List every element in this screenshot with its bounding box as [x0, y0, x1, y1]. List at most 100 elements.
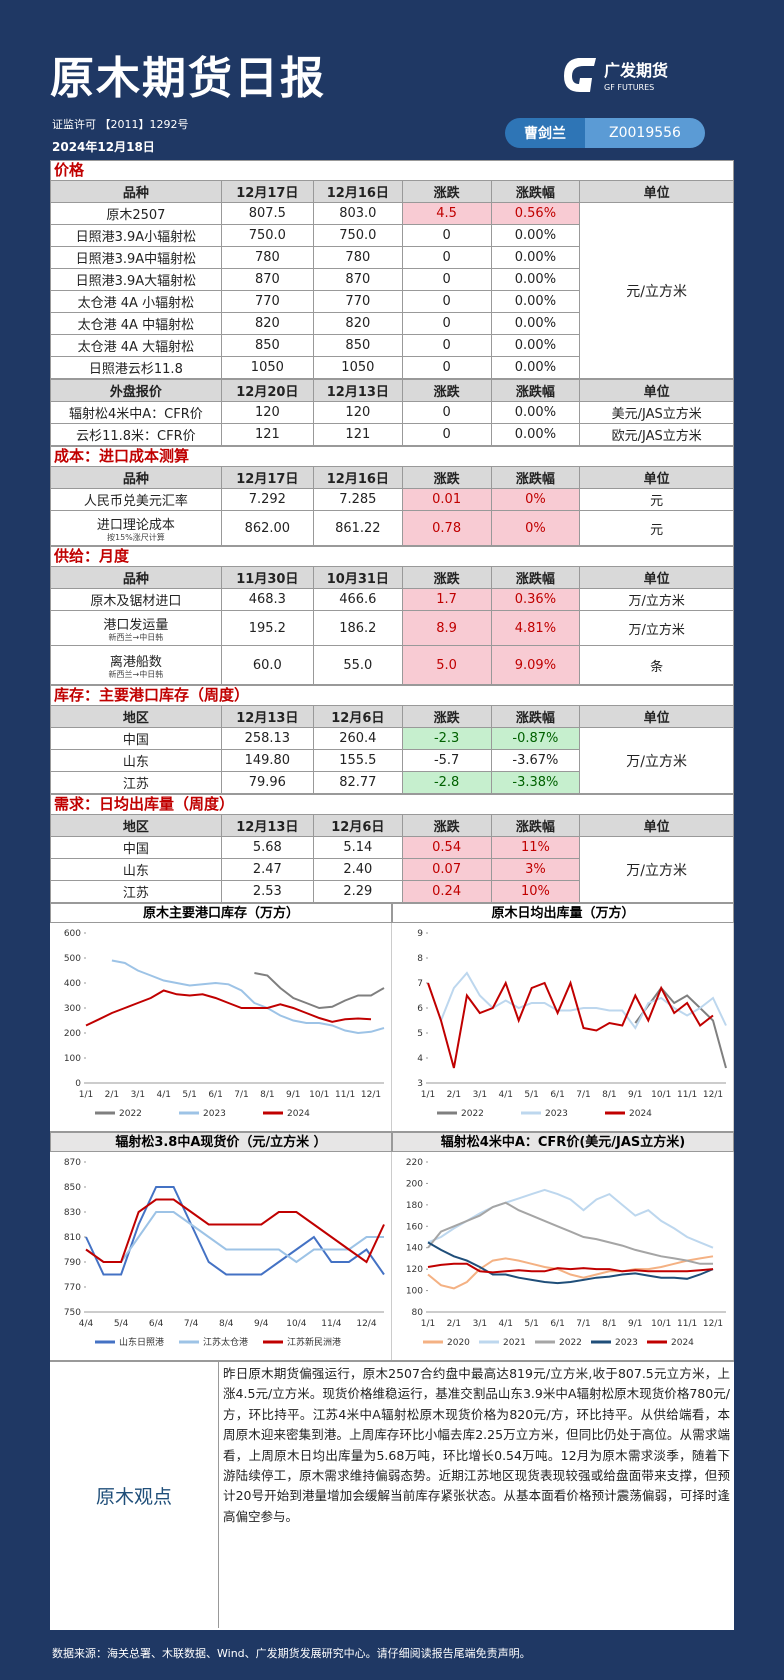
item-note: 新西兰→中日韩	[108, 632, 164, 642]
name-cell: 原木及锯材进口	[50, 588, 222, 611]
header-cell: 12月16日	[312, 180, 403, 203]
value-cell: 121	[312, 423, 403, 446]
name-cell: 日照港3.9A小辐射松	[50, 224, 222, 247]
name-cell: 日照港云杉11.8	[50, 356, 222, 379]
series-line	[634, 986, 727, 1069]
unit-cell: 美元/JAS立方米	[579, 401, 734, 424]
value-cell: 120	[312, 401, 403, 424]
value-cell: 0	[401, 312, 492, 335]
legend-label: 2021	[503, 1338, 526, 1348]
x-tick-label: 8/1	[602, 1090, 616, 1100]
chart: 80 100 120 140 160 180 200 220 1/1 2/1 3/1 4/1 5/1 6/…	[406, 1152, 734, 1360]
header-cell: 地区	[50, 814, 222, 837]
table-row: 离港船数 新西兰→中日韩 60.0 55.0 5.0 9.09% 条	[50, 645, 734, 685]
header-cell: 涨跌	[401, 705, 492, 728]
x-tick-label: 10/4	[286, 1319, 306, 1329]
y-tick-label: 790	[64, 1258, 81, 1268]
header-cell: 11月30日	[220, 566, 314, 589]
y-tick-label: 810	[64, 1233, 81, 1243]
item-name: 港口发运量	[103, 617, 169, 633]
x-tick-label: 3/1	[473, 1090, 487, 1100]
y-tick-label: 6	[417, 1004, 423, 1014]
y-tick-label: 770	[64, 1283, 81, 1293]
name-cell: 日照港3.9A大辐射松	[50, 268, 222, 291]
value-cell: 2.29	[312, 880, 403, 903]
header-cell: 12月13日	[312, 379, 403, 402]
table-row: 原木及锯材进口 468.3 466.6 1.7 0.36% 万/立方米	[50, 588, 734, 611]
value-cell: 7.285	[312, 488, 403, 511]
value-cell: 0	[401, 423, 492, 446]
header-cell: 涨跌幅	[490, 814, 581, 837]
x-tick-label: 6/4	[149, 1319, 164, 1329]
table-row: 港口发运量 新西兰→中日韩 195.2 186.2 8.9 4.81% 万/立方米	[50, 610, 734, 646]
value-cell: 258.13	[220, 727, 314, 750]
value-cell: 1050	[220, 356, 314, 379]
panel: 价格 品种 12月17日 12月16日 涨跌 涨跌幅 单位 原木2507 807.5 803.0 4…	[50, 160, 734, 1630]
x-tick-label: 1/1	[421, 1319, 435, 1329]
x-tick-label: 3/1	[473, 1319, 487, 1329]
table-row: 人民币兑美元汇率 7.292 7.285 0.01 0% 元	[50, 488, 734, 511]
section-title: 供给：月度	[50, 546, 734, 566]
chart: 3 4 5 6 7 8 9 1/1 2/1 3/1 4/1 5/1 6/1 7/1 8/1 9/1 10/1 11…	[417, 923, 734, 1131]
value-cell: 2.53	[220, 880, 314, 903]
header-cell: 涨跌幅	[490, 705, 581, 728]
value-cell: -2.8	[401, 771, 492, 794]
header-cell: 涨跌幅	[490, 180, 581, 203]
value-cell: -2.3	[401, 727, 492, 750]
section-title: 成本：进口成本测算	[50, 446, 734, 466]
unit-cell: 万/立方米	[579, 836, 734, 903]
charts: 原木主要港口库存（万方） 原木日均出库量（万方） 0 100 200 300 400 500 6…	[50, 903, 734, 1361]
value-cell: 5.14	[312, 836, 403, 859]
value-cell: 2.47	[220, 858, 314, 881]
series-line	[85, 1198, 385, 1264]
x-tick-label: 6/1	[550, 1319, 564, 1329]
x-tick-label: 12/1	[703, 1319, 723, 1329]
legend-label: 2023	[615, 1338, 638, 1348]
data-table: 品种 12月17日 12月16日 涨跌 涨跌幅 单位 人民币兑美元汇率 7.292 7.285 0…	[50, 466, 734, 546]
x-tick-label: 10/1	[651, 1090, 671, 1100]
value-cell: 0.36%	[490, 588, 581, 611]
value-cell: -5.7	[401, 749, 492, 772]
value-cell: 0.00%	[490, 290, 581, 313]
value-cell: 850	[312, 334, 403, 357]
value-cell: 780	[312, 246, 403, 269]
header-row: 品种 12月17日 12月16日 涨跌 涨跌幅 单位	[50, 180, 734, 203]
value-cell: 5.68	[220, 836, 314, 859]
legend-label: 山东日照港	[119, 1336, 164, 1348]
value-cell: 0.00%	[490, 401, 581, 424]
unit-cell: 万/立方米	[579, 727, 734, 794]
header-row: 品种 11月30日 10月31日 涨跌 涨跌幅 单位	[50, 566, 734, 589]
chart: 750 770 790 810 830 850 870 4/4 5/4 6/4 7/4 8/4 9/4 1…	[64, 1152, 392, 1360]
y-tick-label: 8	[417, 954, 423, 964]
header-cell: 12月13日	[220, 705, 314, 728]
name-cell: 太仓港 4A 大辐射松	[50, 334, 222, 357]
report-title: 原木期货日报	[50, 53, 326, 104]
name-cell: 太仓港 4A 小辐射松	[50, 290, 222, 313]
y-tick-label: 200	[64, 1029, 81, 1039]
table-row: 云杉11.8米：CFR价 121 121 0 0.00% 欧元/JAS立方米	[50, 423, 734, 446]
header-cell: 品种	[50, 566, 222, 589]
y-tick-label: 200	[406, 1179, 423, 1189]
name-cell: 日照港3.9A中辐射松	[50, 246, 222, 269]
name-cell: 港口发运量 新西兰→中日韩	[50, 610, 222, 646]
x-tick-label: 9/1	[628, 1319, 642, 1329]
x-tick-label: 6/1	[208, 1090, 222, 1100]
value-cell: 0	[401, 268, 492, 291]
name-cell: 原木2507	[50, 202, 222, 225]
header-row: 品种 12月17日 12月16日 涨跌 涨跌幅 单位	[50, 466, 734, 489]
header-row: 地区 12月13日 12月6日 涨跌 涨跌幅 单位	[50, 705, 734, 728]
value-cell: 0	[401, 334, 492, 357]
header-row: 地区 12月13日 12月6日 涨跌 涨跌幅 单位	[50, 814, 734, 837]
value-cell: 10%	[490, 880, 581, 903]
legend-label: 2024	[671, 1338, 694, 1348]
table-row: 江苏 2.53 2.29 0.24 10%	[50, 880, 734, 903]
header-cell: 10月31日	[312, 566, 403, 589]
header-cell: 12月6日	[312, 705, 403, 728]
x-tick-label: 7/4	[184, 1319, 199, 1329]
unit-cell: 万/立方米	[579, 610, 734, 646]
y-tick-label: 850	[64, 1183, 81, 1193]
data-table: 品种 12月17日 12月16日 涨跌 涨跌幅 单位 原木2507 807.5 803.0 4.5…	[50, 180, 734, 379]
x-tick-label: 5/1	[182, 1090, 196, 1100]
y-tick-label: 80	[412, 1308, 424, 1318]
